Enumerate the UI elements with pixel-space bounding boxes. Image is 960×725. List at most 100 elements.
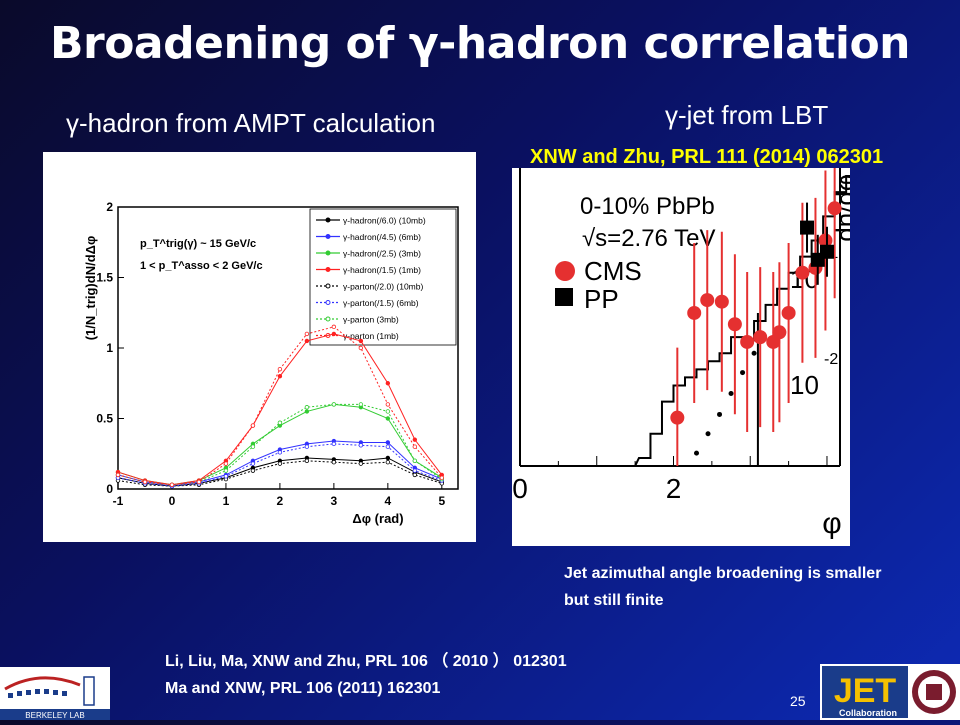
x-axis-label: φ <box>822 507 841 540</box>
legend-marker <box>325 283 331 289</box>
annotation-centrality: 0-10% PbPb <box>580 193 715 220</box>
data-point <box>385 409 391 414</box>
cms-data-point <box>795 265 810 280</box>
chart-background <box>512 168 850 546</box>
data-point <box>331 441 337 447</box>
dotted-curve-point <box>705 431 711 437</box>
x-axis-label: Δφ (rad) <box>352 511 403 526</box>
jet-logo-subtext: Collaboration <box>839 708 897 718</box>
y-tick-label: 10 <box>790 370 819 400</box>
data-point <box>385 440 391 445</box>
annotation-energy: √s=2.76 TeV <box>582 225 716 252</box>
page-number: 25 <box>790 693 806 709</box>
ampt-chart-panel: -1 0 1 2 3 4 5 0 0.5 1 1.5 2 Δφ (rad) (1/N_trig)dN/dΔ… <box>43 152 476 542</box>
dotted-curve-point <box>740 370 746 376</box>
legend-label: γ-parton(/1.5) (6mb) <box>343 298 419 308</box>
cms-data-point <box>687 305 702 320</box>
data-point <box>358 461 364 466</box>
data-point <box>304 331 310 337</box>
cms-data-point <box>670 410 685 425</box>
legend-label: γ-parton (3mb) <box>343 315 399 325</box>
citation-2: Ma and XNW, PRL 106 (2011) 162301 <box>165 680 441 697</box>
legend-label: γ-parton(/2.0) (10mb) <box>343 282 423 292</box>
citations: Li, Liu, Ma, XNW and Zhu, PRL 106 （ 2010… <box>165 648 567 702</box>
data-point <box>385 416 391 421</box>
legend-label: γ-hadron(/4.5) (6mb) <box>343 232 421 242</box>
legend-marker-pp <box>555 288 573 306</box>
y-tick-label: 1 <box>106 341 113 355</box>
right-reference: XNW and Zhu, PRL 111 (2014) 062301 <box>530 146 884 168</box>
data-point <box>385 402 391 407</box>
data-point <box>277 450 283 455</box>
data-point <box>304 405 310 410</box>
data-point <box>439 475 445 480</box>
cms-data-point <box>818 233 833 248</box>
x-tick-label: 1 <box>223 494 230 508</box>
x-tick-label: 2 <box>277 494 284 508</box>
x-tick-label: -1 <box>113 494 124 508</box>
cms-data-point <box>714 294 729 309</box>
y-tick-exponent: -2 <box>824 351 838 368</box>
cms-data-point <box>700 293 715 308</box>
jet-collaboration-logo-graphic: JET Collaboration <box>822 666 956 718</box>
data-point <box>277 366 283 372</box>
y-axis-label: (1/N_trig)dN/dΔφ <box>83 236 98 341</box>
data-point <box>331 460 337 465</box>
data-point <box>304 444 310 449</box>
cms-data-point <box>727 317 742 332</box>
y-tick-label: 0 <box>106 482 113 496</box>
data-point <box>385 455 391 461</box>
jet-logo-text: JET <box>834 672 897 710</box>
data-point <box>304 338 310 344</box>
pp-data-point <box>819 244 834 259</box>
data-point <box>196 479 202 485</box>
data-point <box>412 468 418 473</box>
data-point <box>250 444 256 449</box>
data-point <box>385 444 391 449</box>
y-tick-label: 1.5 <box>96 271 113 285</box>
legend-marker <box>325 234 331 239</box>
data-point <box>277 420 283 425</box>
data-point <box>250 468 256 473</box>
data-point <box>250 461 256 466</box>
data-point <box>277 373 283 379</box>
jet-collaboration-logo: JET Collaboration <box>820 664 960 720</box>
data-point <box>331 402 337 407</box>
data-point <box>277 461 283 466</box>
legend-label: γ-parton (1mb) <box>343 331 399 341</box>
chart-legend: γ-hadron(/6.0) (10mb) γ-hadron(/4.5) (6mb… <box>309 208 457 346</box>
series-line <box>117 403 443 486</box>
cms-data-point <box>781 305 796 320</box>
data-point <box>169 482 175 487</box>
berkeley-lab-logo-text: BERKELEY LAB <box>25 711 84 720</box>
data-point <box>412 472 418 478</box>
data-point <box>358 345 364 351</box>
x-tick-label: 4 <box>384 494 391 508</box>
berkeley-lab-logo-graphic: BERKELEY LAB <box>0 676 110 720</box>
dotted-curve-point <box>751 350 757 356</box>
x-tick-label: 0 <box>169 494 176 508</box>
data-point <box>412 458 418 463</box>
data-point <box>115 472 121 478</box>
cms-data-point <box>772 325 787 340</box>
left-subtitle: γ-hadron from AMPT calculation <box>66 108 436 138</box>
legend-marker-cms <box>555 261 575 281</box>
data-point <box>142 479 148 485</box>
legend-label-pp: PP <box>584 284 619 314</box>
pp-data-point <box>800 220 815 235</box>
dotted-curve-point <box>694 450 700 456</box>
berkeley-lab-logo: BERKELEY LAB <box>0 667 110 720</box>
cms-data-point <box>827 201 842 216</box>
data-point <box>412 437 418 442</box>
y-tick-label: 0.5 <box>96 412 113 426</box>
series-group <box>115 324 445 487</box>
series-line <box>117 403 443 486</box>
data-point <box>250 423 256 428</box>
legend-label: γ-hadron(/2.5) (3mb) <box>343 249 421 259</box>
data-point <box>223 474 229 479</box>
data-point <box>304 409 310 414</box>
data-point <box>358 443 364 448</box>
data-point <box>385 460 391 465</box>
annotation-ptrig: p_T^trig(γ) ~ 15 GeV/c <box>140 238 256 250</box>
